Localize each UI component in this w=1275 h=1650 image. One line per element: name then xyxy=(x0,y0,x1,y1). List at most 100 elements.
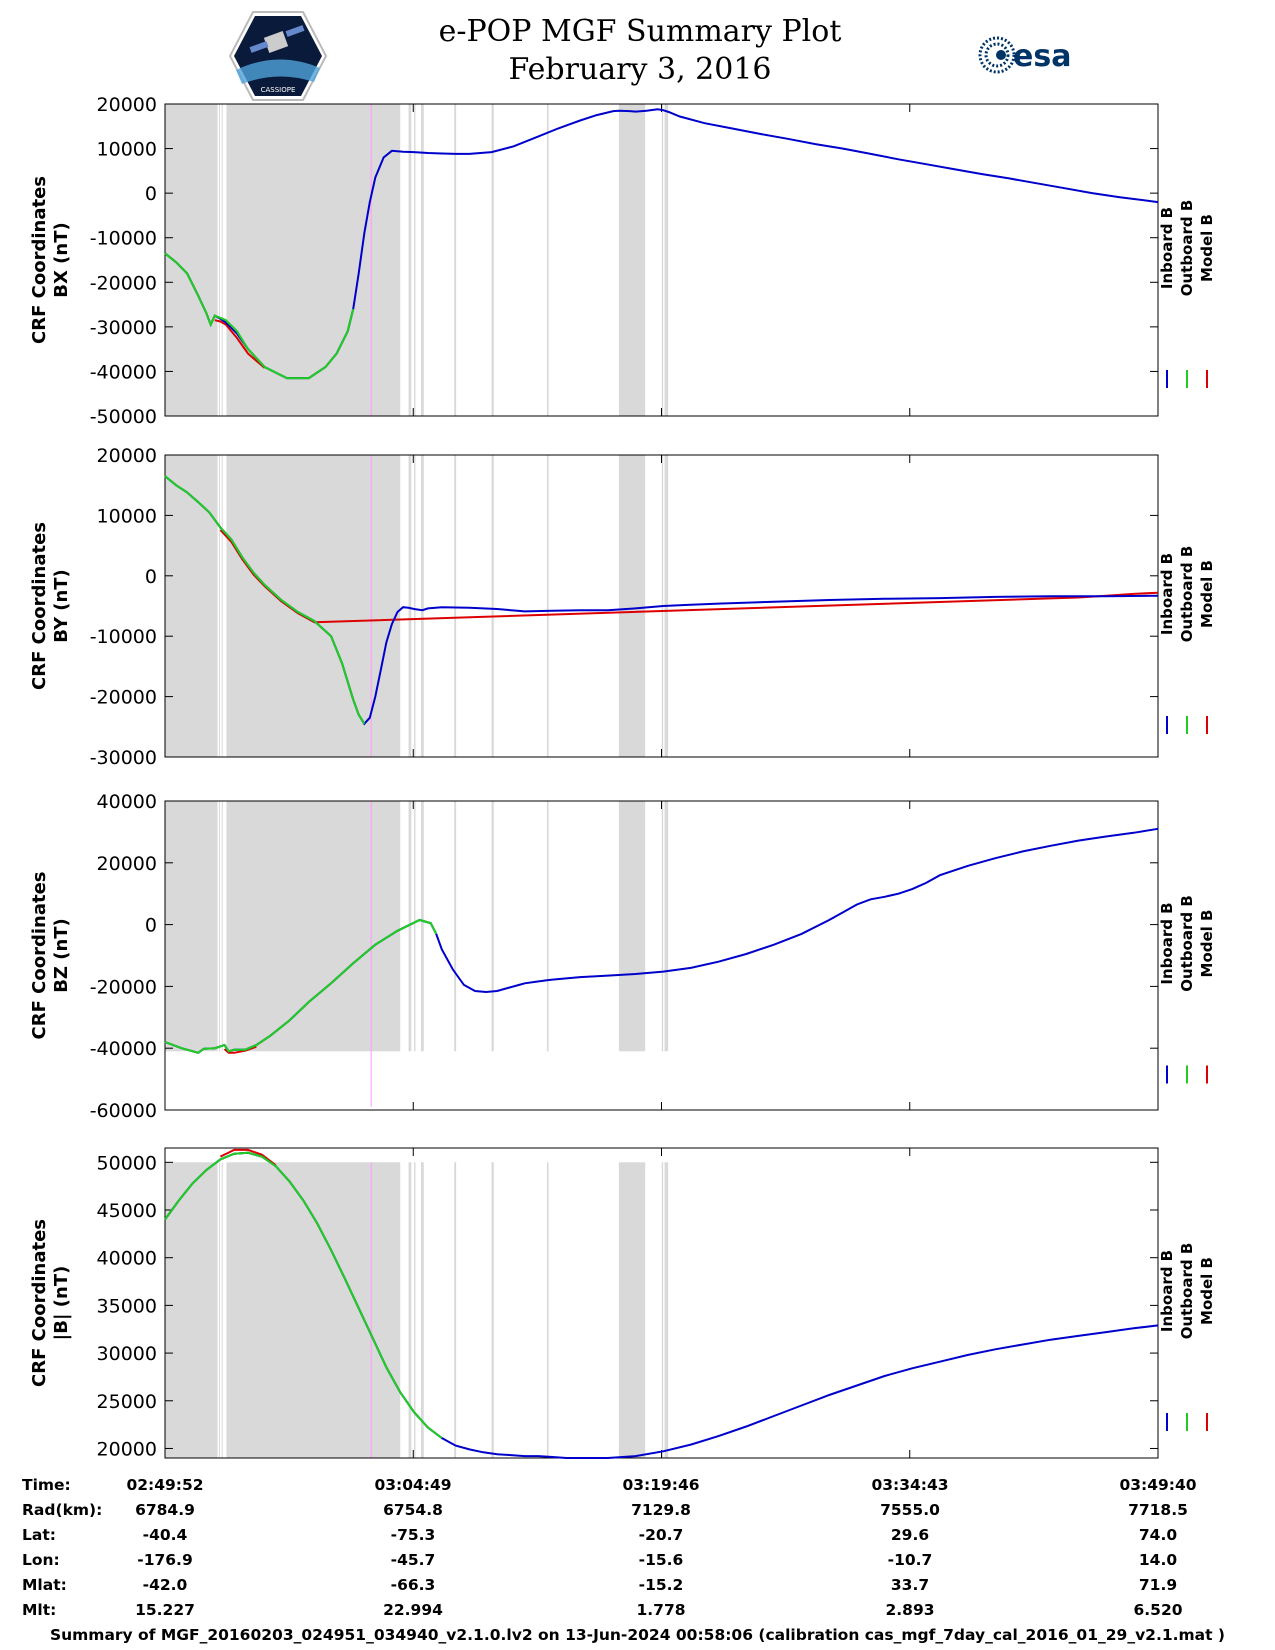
shaded-interval xyxy=(408,455,412,757)
series-model-line xyxy=(219,1148,277,1166)
shaded-interval xyxy=(226,455,401,757)
shaded-interval xyxy=(664,801,669,1052)
shaded-interval xyxy=(618,104,646,416)
ephemeris-value: -66.3 xyxy=(390,1576,436,1594)
ephemeris-value: 02:49:52 xyxy=(126,1476,204,1494)
y-tick-label: -10000 xyxy=(90,228,157,250)
y-tick-label: 20000 xyxy=(97,445,157,467)
ephemeris-row-label: Mlat: xyxy=(22,1576,67,1594)
ephemeris-value: 14.0 xyxy=(1138,1551,1178,1569)
ephemeris-row-label: Time: xyxy=(22,1476,71,1494)
legend-label: Outboard B xyxy=(1178,546,1196,643)
legend-label: Inboard B xyxy=(1158,1250,1176,1332)
shaded-interval xyxy=(491,801,494,1052)
y-tick-label: -40000 xyxy=(90,1038,157,1060)
shaded-interval xyxy=(408,104,412,416)
ephemeris-value: 6754.8 xyxy=(383,1501,443,1519)
ephemeris-row-label: Lon: xyxy=(22,1551,60,1569)
y-tick-label: -40000 xyxy=(90,361,157,383)
shaded-interval xyxy=(221,104,223,416)
shaded-interval xyxy=(408,801,412,1052)
y-axis-unit-label: BY (nT) xyxy=(51,569,72,643)
panel-3: 40000 20000 0 -20000 -40000 -60000 CRF Coordin… xyxy=(29,791,1216,1122)
y-tick-label: 0 xyxy=(145,566,157,588)
ephemeris-value: 74.0 xyxy=(1138,1526,1178,1544)
y-tick-label: -50000 xyxy=(90,406,157,428)
legend-label: Outboard B xyxy=(1178,895,1196,992)
ephemeris-value: 1.778 xyxy=(636,1601,686,1619)
shaded-interval xyxy=(226,801,401,1052)
ephemeris-value: 29.6 xyxy=(890,1526,930,1544)
ephemeris-value: 03:49:40 xyxy=(1119,1476,1197,1494)
ephemeris-value: 15.227 xyxy=(135,1601,195,1619)
shaded-interval xyxy=(221,455,223,757)
y-tick-label: -20000 xyxy=(90,687,157,709)
y-tick-label: 45000 xyxy=(97,1200,157,1222)
y-tick-label: -30000 xyxy=(90,747,157,769)
shaded-interval xyxy=(546,1162,549,1458)
shaded-interval xyxy=(218,801,220,1052)
shaded-interval xyxy=(491,104,494,416)
y-tick-label: 20000 xyxy=(97,94,157,116)
shaded-interval xyxy=(414,801,416,1052)
ephemeris-value: 6.520 xyxy=(1133,1601,1183,1619)
ephemeris-value: -42.0 xyxy=(142,1576,188,1594)
legend-label: Model B xyxy=(1198,910,1216,978)
y-axis-unit-label: |B| (nT) xyxy=(51,1266,72,1341)
magnetic-field-panels: 20000 10000 0 -10000 -20000 -30000 -40000 -5000… xyxy=(29,94,1216,1460)
ephemeris-value: 03:04:49 xyxy=(374,1476,452,1494)
y-tick-label: 30000 xyxy=(97,1343,157,1365)
y-tick-label: 40000 xyxy=(97,1248,157,1270)
ephemeris-value: 6784.9 xyxy=(135,1501,195,1519)
y-tick-label: -60000 xyxy=(90,1100,157,1122)
ephemeris-row-label: Rad(km): xyxy=(22,1501,103,1519)
series-outboard-overlay xyxy=(164,252,355,380)
shaded-interval xyxy=(218,1162,220,1458)
shaded-interval xyxy=(491,455,494,757)
series-outboard-overlay xyxy=(164,918,438,1054)
legend-label: Outboard B xyxy=(1178,1243,1196,1340)
shaded-interval xyxy=(420,104,424,416)
panel-4: 50000 45000 40000 35000 30000 25000 20000 CRF C… xyxy=(29,1147,1216,1460)
y-tick-label: -30000 xyxy=(90,317,157,339)
shaded-interval xyxy=(226,104,401,416)
shaded-interval xyxy=(420,455,424,757)
shaded-interval xyxy=(221,1162,223,1458)
legend-label: Model B xyxy=(1198,560,1216,628)
legend-label: Model B xyxy=(1198,1257,1216,1325)
shaded-interval xyxy=(618,1162,646,1458)
ephemeris-row-label: Mlt: xyxy=(22,1601,57,1619)
y-tick-label: 20000 xyxy=(97,853,157,875)
shaded-interval xyxy=(661,801,664,1052)
shaded-interval xyxy=(454,104,457,416)
shaded-interval xyxy=(546,801,549,1052)
y-tick-label: -20000 xyxy=(90,272,157,294)
shaded-interval xyxy=(491,1162,494,1458)
y-tick-label: -10000 xyxy=(90,626,157,648)
ephemeris-value: -45.7 xyxy=(390,1551,436,1569)
legend-label: Inboard B xyxy=(1158,207,1176,289)
y-axis-unit-label: BZ (nT) xyxy=(51,918,72,993)
ephemeris-value: -75.3 xyxy=(390,1526,436,1544)
y-axis-label: CRF Coordinates xyxy=(29,872,50,1040)
shaded-interval xyxy=(661,104,664,416)
shaded-interval xyxy=(414,455,416,757)
shaded-interval xyxy=(414,104,416,416)
shaded-interval xyxy=(165,1162,218,1458)
ephemeris-value: 7555.0 xyxy=(880,1501,940,1519)
y-tick-label: 50000 xyxy=(97,1152,157,1174)
legend-label: Inboard B xyxy=(1158,902,1176,984)
shaded-interval xyxy=(226,1162,401,1458)
shaded-interval xyxy=(408,1162,412,1458)
y-tick-label: 40000 xyxy=(97,791,157,813)
ephemeris-value: -15.6 xyxy=(638,1551,684,1569)
y-tick-label: 0 xyxy=(145,915,157,937)
ephemeris-value: 33.7 xyxy=(890,1576,930,1594)
ephemeris-value: 03:19:46 xyxy=(622,1476,700,1494)
shaded-interval xyxy=(165,801,218,1052)
y-axis-label: CRF Coordinates xyxy=(29,1219,50,1387)
legend-label: Inboard B xyxy=(1158,553,1176,635)
shaded-interval xyxy=(454,1162,457,1458)
shaded-interval xyxy=(221,801,223,1052)
